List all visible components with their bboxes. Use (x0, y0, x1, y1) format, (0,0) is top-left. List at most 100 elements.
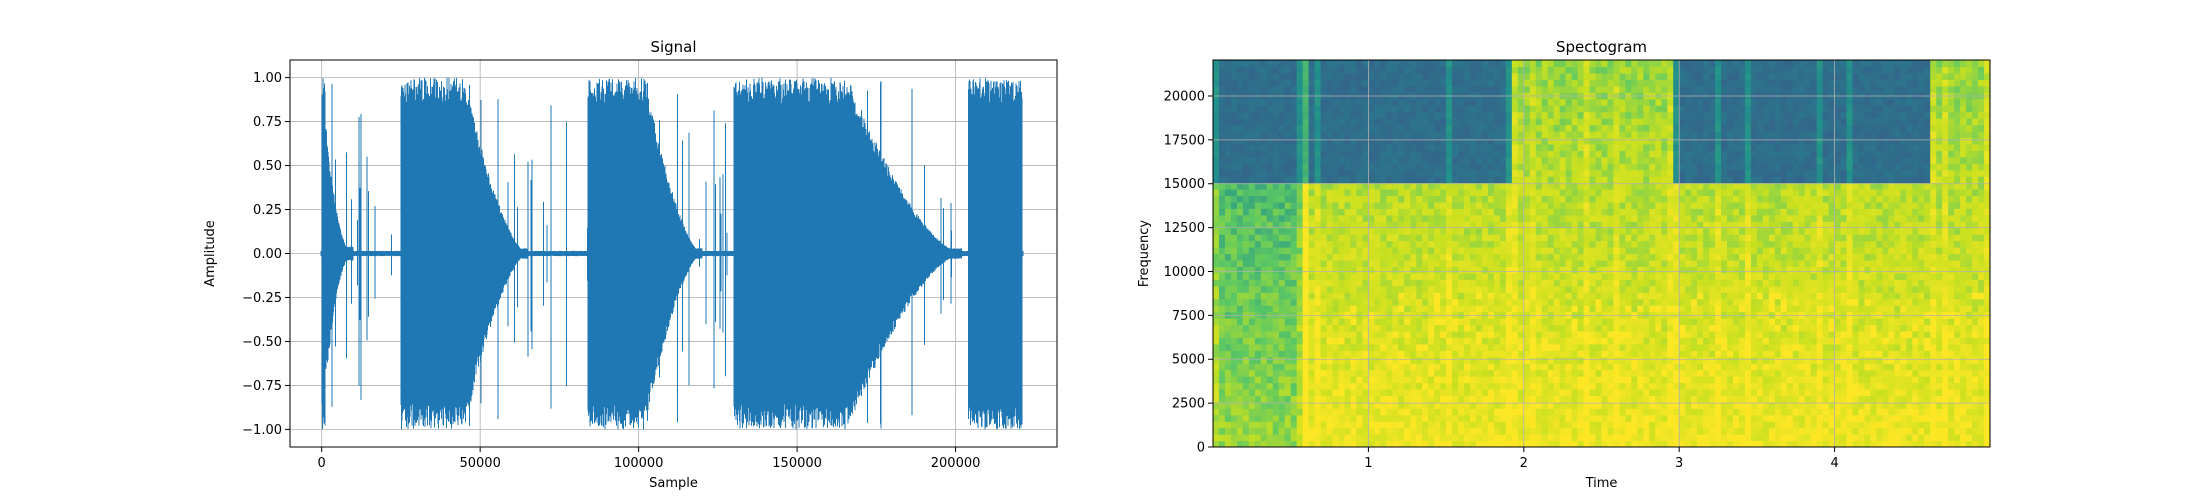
spectrogram-cell (1230, 382, 1238, 390)
spectrogram-cell (1380, 150, 1387, 158)
spectrogram-cell (1589, 363, 1597, 371)
spectrogram-cell (1577, 259, 1585, 267)
spectrogram-cell (1218, 337, 1226, 345)
spectrogram-cell (1577, 227, 1585, 235)
spectrogram-cell (1589, 408, 1597, 416)
spectrogram-cell (1589, 401, 1597, 409)
spectrogram-cell (1386, 105, 1393, 113)
spectrogram-cell (1320, 395, 1328, 403)
spectrogram-cell (1224, 221, 1232, 229)
spectrogram-cell (1541, 324, 1549, 332)
spectrogram-cell (1272, 169, 1280, 177)
spectrogram-cell (1625, 105, 1632, 113)
spectrogram-cell (1505, 156, 1513, 164)
spectrogram-cell (1667, 195, 1674, 203)
spectrogram-cell (1362, 247, 1369, 255)
spectrogram-cell (1481, 330, 1489, 338)
spectrogram-cell (1685, 376, 1692, 384)
spectrogram-cell (1290, 247, 1298, 255)
spectrogram-cell (1583, 98, 1591, 106)
spectrogram-cell (1338, 85, 1346, 93)
spectrogram-cell (1213, 163, 1220, 171)
spectrogram-cell (1691, 376, 1698, 384)
spectrogram-cell (1248, 221, 1256, 229)
spectrogram-cell (1458, 240, 1465, 248)
spectrogram-cell (1356, 182, 1364, 190)
spectrogram-cell (1368, 279, 1375, 287)
spectrogram-cell (1320, 292, 1328, 300)
spectrogram-cell (1673, 195, 1680, 203)
spectrogram-cell (1338, 408, 1346, 416)
spectrogram-cell (1470, 350, 1477, 358)
spectrogram-cell (1224, 421, 1232, 429)
spectrogram-cell (1266, 208, 1274, 216)
spectrogram-cell (1452, 208, 1459, 216)
spectrogram-cell (1380, 60, 1387, 68)
spectrogram-cell (1553, 208, 1561, 216)
spectrogram-cell (1673, 189, 1680, 197)
spectrogram-cell (1697, 98, 1704, 106)
spectrogram-cell (1320, 253, 1328, 261)
spectrogram-cell (1434, 150, 1441, 158)
spectrogram-cell (1464, 201, 1471, 209)
spectrogram-cell (1637, 376, 1644, 384)
spectrogram-cell (1595, 421, 1603, 429)
spectrogram-cell (1398, 318, 1405, 326)
spectrogram-cell (1248, 401, 1256, 409)
spectrogram-cell (1338, 305, 1346, 313)
spectrogram-cell (1260, 111, 1268, 119)
spectrogram-cell (1601, 318, 1609, 326)
spectrogram-cell (1673, 208, 1680, 216)
spectrogram-cell (1547, 427, 1555, 435)
spectrogram-cell (1511, 227, 1519, 235)
spectrogram-cell (1278, 130, 1286, 138)
spectrogram-cell (1338, 279, 1346, 287)
spectrogram-cell (1320, 337, 1328, 345)
spectrogram-cell (1565, 163, 1573, 171)
spectrogram-cell (1565, 388, 1573, 396)
spectrogram-cell (1272, 176, 1280, 184)
spectrogram-cell (1296, 247, 1304, 255)
spectrogram-cell (1290, 66, 1298, 74)
spectrogram-cell (1625, 350, 1632, 358)
spectrogram-cell (1398, 279, 1405, 287)
spectrogram-cell (1452, 298, 1459, 306)
spectrogram-cell (1619, 305, 1627, 313)
spectrogram-cell (1685, 60, 1692, 68)
spectrogram-cell (1416, 343, 1423, 351)
signal-panel: 0 50000 100000 150000 200000 −1.00−0.75−0.50… (203, 38, 1058, 491)
spectrogram-cell (1434, 343, 1441, 351)
spectrogram-cell (1697, 221, 1704, 229)
spectrogram-cell (1428, 363, 1435, 371)
spectrogram-cell (1224, 356, 1232, 364)
spectrogram-cell (1685, 279, 1692, 287)
spectrogram-cell (1667, 118, 1674, 126)
spectrogram-cell (1248, 421, 1256, 429)
spectrogram-cell (1260, 247, 1268, 255)
spectrogram-cell (1392, 292, 1399, 300)
spectrogram-cell (1434, 266, 1441, 274)
spectrogram-cell (1332, 259, 1340, 267)
spectrogram-cell (1487, 137, 1495, 145)
spectrogram-cell (1458, 130, 1465, 138)
spectrogram-cell (1649, 98, 1656, 106)
spectrogram-cell (1619, 137, 1627, 145)
spectrogram-cell (1565, 105, 1573, 113)
spectrogram-cell (1248, 343, 1256, 351)
spectrogram-cell (1559, 137, 1567, 145)
spectrogram-cell (1613, 195, 1621, 203)
spectrogram-cell (1446, 143, 1453, 151)
spectrogram-cell (1296, 98, 1304, 106)
spectrogram-cell (1326, 98, 1334, 106)
spectrogram-cell (1266, 350, 1274, 358)
spectrogram-cell (1218, 214, 1226, 222)
spectrogram-cell (1224, 156, 1232, 164)
spectrogram-cell (1344, 259, 1352, 267)
spectrogram-cell (1374, 137, 1381, 145)
spectrogram-cell (1332, 337, 1340, 345)
spectrogram-cell (1326, 182, 1334, 190)
spectrogram-cell (1410, 356, 1417, 364)
spectrogram-cell (1326, 176, 1334, 184)
spectrogram-cell (1499, 427, 1507, 435)
